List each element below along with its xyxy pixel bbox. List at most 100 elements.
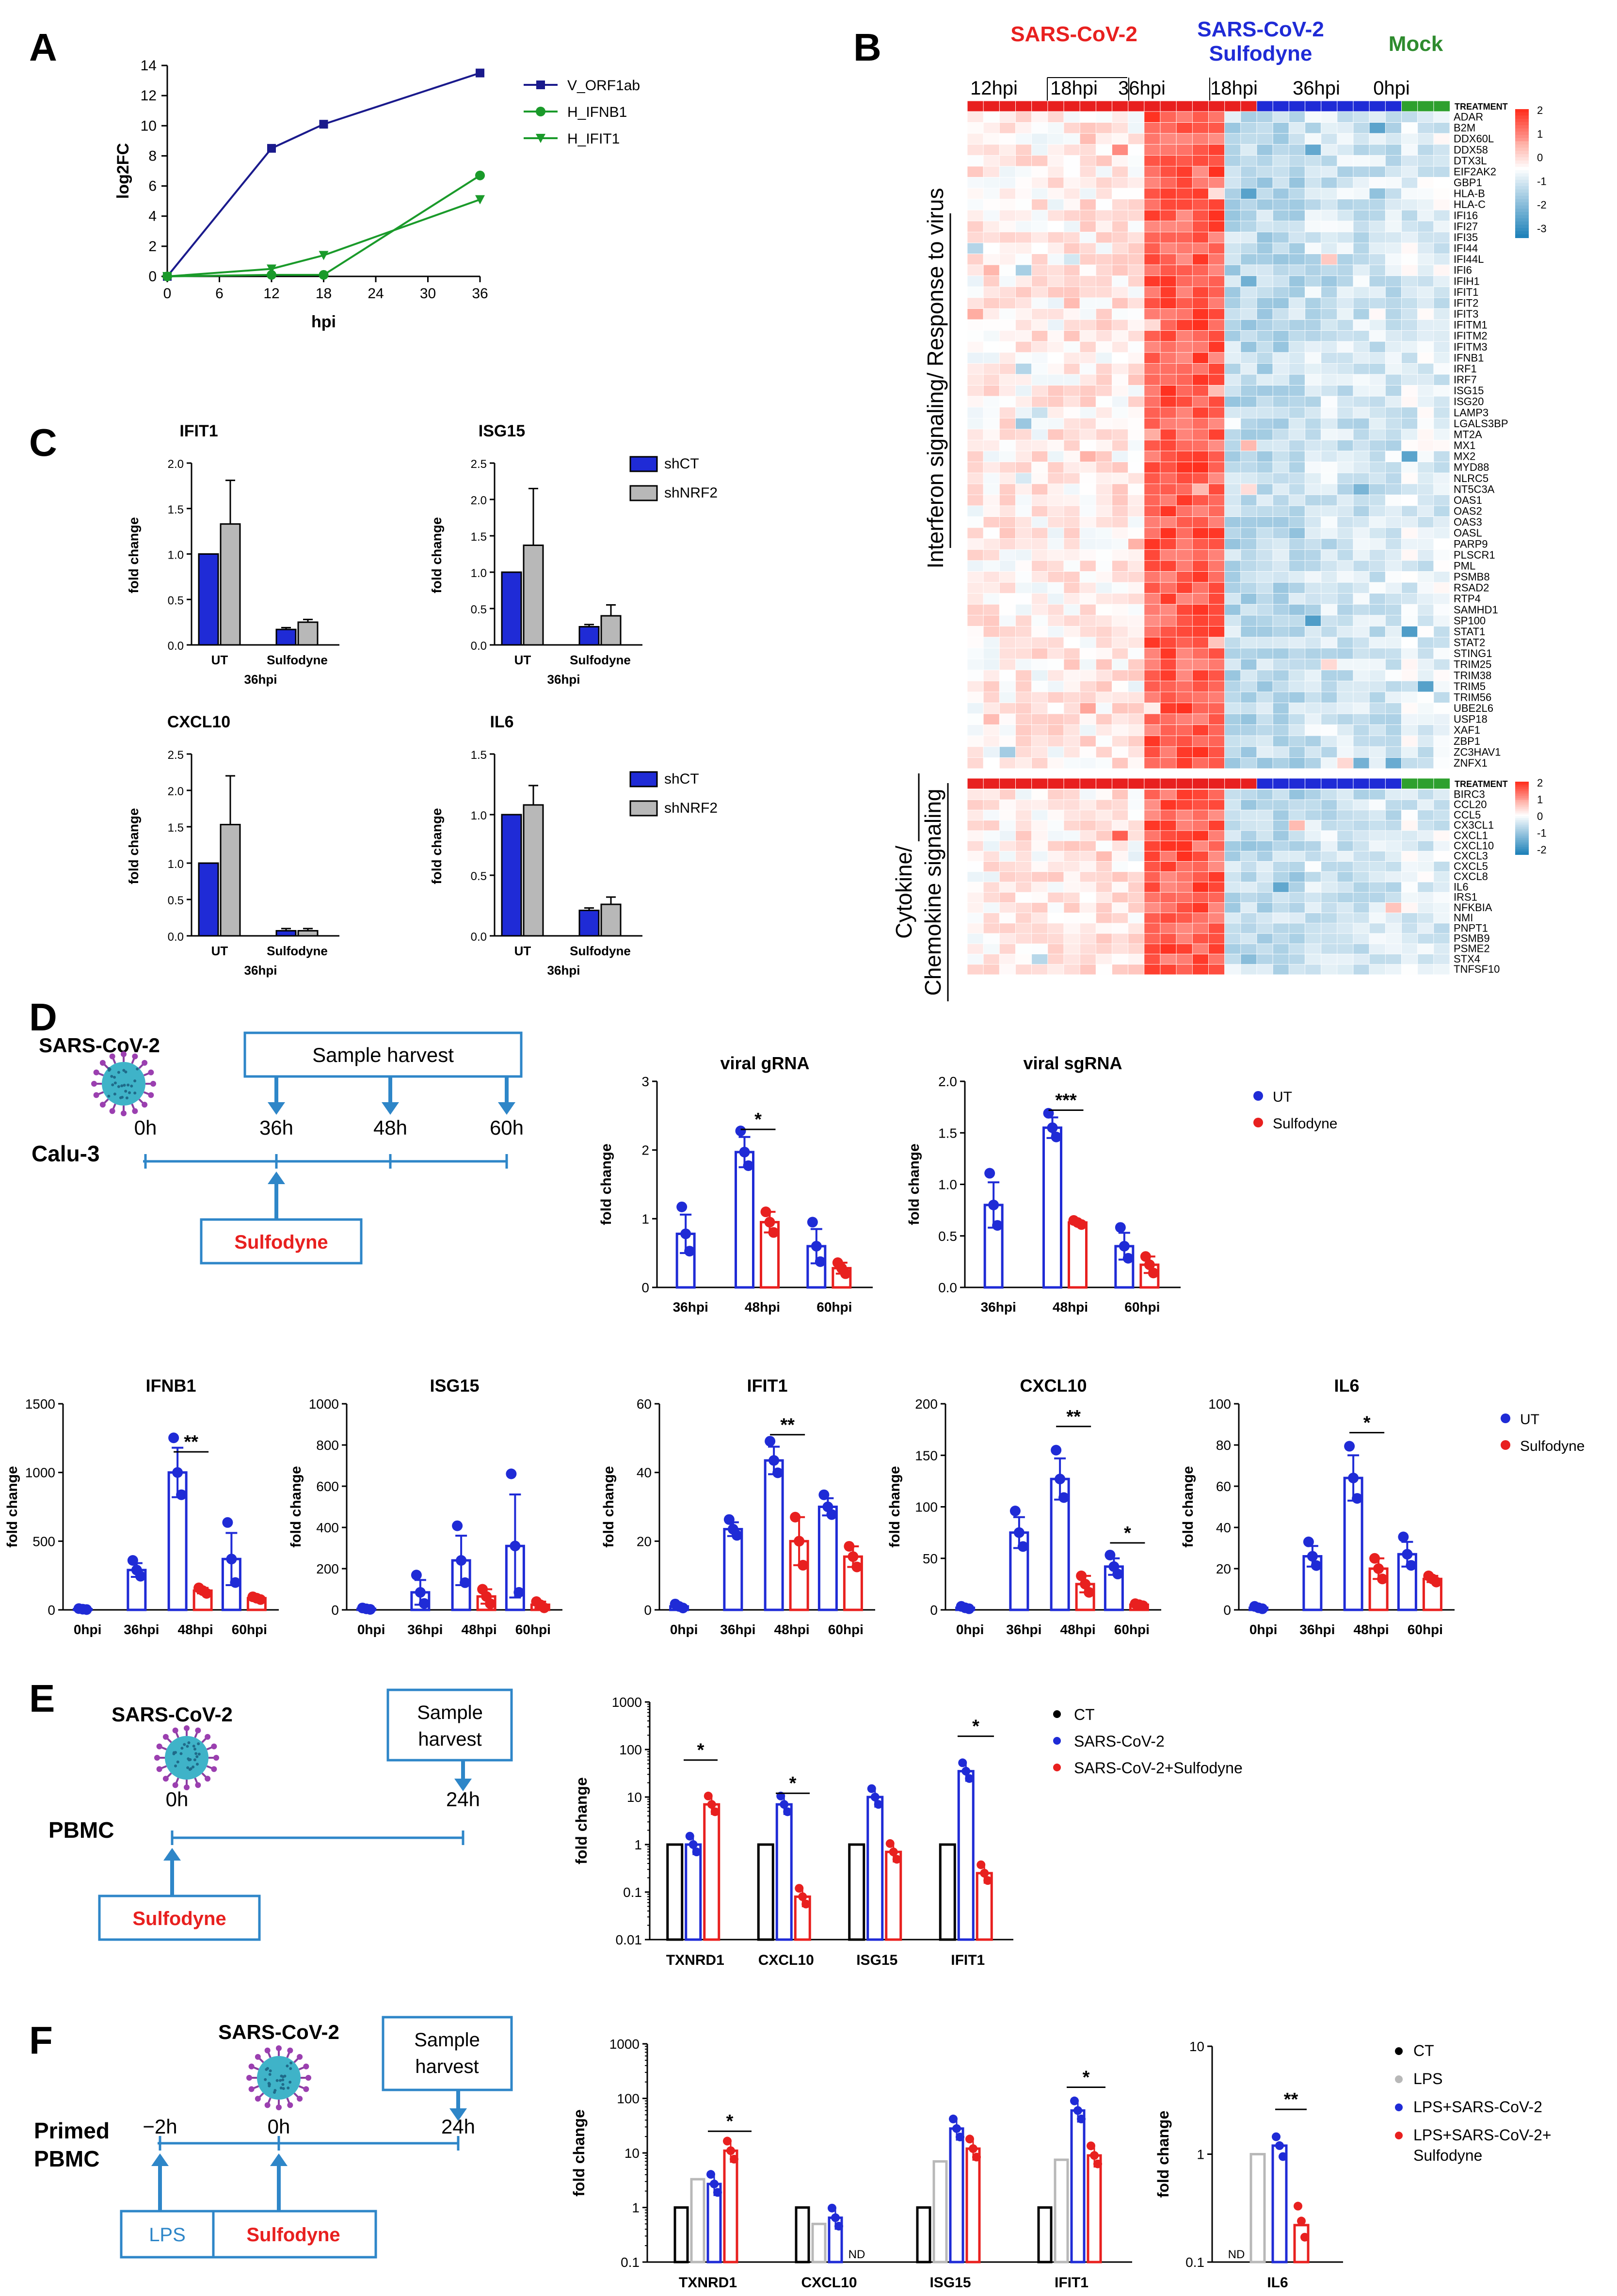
heatmap-cell bbox=[1176, 538, 1193, 550]
heatmap-cell bbox=[1288, 209, 1305, 222]
heatmap-cell bbox=[1417, 840, 1434, 851]
heatmap-cell bbox=[1369, 275, 1386, 287]
heatmap-cell bbox=[1369, 363, 1386, 375]
heatmap-cell bbox=[1208, 155, 1225, 167]
heatmap-cell bbox=[1176, 851, 1193, 862]
heatmap-cell bbox=[1401, 560, 1418, 572]
heatmap-cell bbox=[1176, 735, 1193, 747]
x-tick-label: 30 bbox=[420, 286, 436, 302]
heatmap-cell bbox=[1321, 757, 1338, 769]
heatmap-cell bbox=[1015, 209, 1032, 222]
harvest-arrow-head bbox=[498, 1102, 515, 1115]
treatment-cell bbox=[967, 100, 984, 112]
significance-star: * bbox=[1363, 1413, 1371, 1433]
color-scale-band bbox=[1515, 112, 1529, 116]
treatment-cell bbox=[1433, 778, 1450, 789]
heatmap-cell bbox=[999, 882, 1016, 893]
heatmap-cell bbox=[1112, 964, 1129, 975]
gene-label-HLA-C: HLA-C bbox=[1454, 198, 1486, 210]
color-scale-band bbox=[1515, 193, 1529, 196]
group-label-2: Mock bbox=[1389, 32, 1443, 56]
heatmap-cell bbox=[1353, 799, 1370, 810]
heatmap-cell bbox=[983, 799, 1000, 810]
data-point-UT bbox=[1303, 1536, 1314, 1547]
heatmap-cell bbox=[1112, 111, 1129, 123]
cell-label: PBMC bbox=[48, 1817, 114, 1843]
data-point-LV bbox=[713, 2188, 722, 2197]
heatmap-cell bbox=[1192, 820, 1209, 831]
heatmap-cell bbox=[1240, 133, 1257, 145]
heatmap-cell bbox=[1031, 133, 1048, 145]
heatmap-cell bbox=[1063, 902, 1080, 914]
data-point-VS bbox=[710, 1807, 720, 1816]
heatmap-cell bbox=[1128, 122, 1145, 134]
heatmap-cell bbox=[1224, 297, 1241, 309]
bar-VS-TXNRD1 bbox=[703, 1803, 720, 1941]
heatmap-cell bbox=[1128, 516, 1145, 528]
heatmap-cell bbox=[1305, 964, 1322, 975]
heatmap-cell bbox=[1031, 615, 1048, 626]
heatmap-cell bbox=[1288, 933, 1305, 944]
virus-spike-tip bbox=[287, 2102, 293, 2108]
bar-LPS-ISG15 bbox=[932, 2160, 948, 2264]
heatmap-cell bbox=[1272, 615, 1289, 626]
color-scale-band bbox=[1515, 199, 1529, 203]
heatmap-cell bbox=[999, 341, 1016, 353]
heatmap-cell bbox=[1176, 122, 1193, 134]
heatmap-cell bbox=[999, 111, 1016, 123]
legend-label: H_IFIT1 bbox=[567, 131, 620, 147]
gene-label-IFI27: IFI27 bbox=[1454, 220, 1478, 232]
heatmap-cell bbox=[1144, 319, 1161, 331]
timepoint-label: 36hpi bbox=[1118, 78, 1166, 99]
heatmap-cell bbox=[1417, 319, 1434, 331]
treatment-cell bbox=[1079, 778, 1097, 789]
heatmap-cell bbox=[1063, 133, 1080, 145]
heatmap-cell bbox=[1192, 264, 1209, 276]
heatmap-cell bbox=[1240, 177, 1257, 189]
bar-LV-IL6 bbox=[1271, 2144, 1288, 2264]
heatmap-cell bbox=[1240, 810, 1257, 821]
heatmap-cell bbox=[983, 144, 1000, 156]
heatmap-cell bbox=[1160, 462, 1177, 473]
heatmap-cell bbox=[1095, 254, 1112, 265]
heatmap-cell bbox=[1369, 254, 1386, 265]
heatmap-cell bbox=[1433, 505, 1450, 517]
heatmap-cell bbox=[1337, 209, 1354, 222]
data-point-UT bbox=[1047, 1122, 1058, 1133]
heatmap-cell bbox=[1240, 851, 1257, 862]
heatmap-cell bbox=[1095, 319, 1112, 331]
heatmap-cell bbox=[1385, 472, 1402, 484]
heatmap-cell bbox=[1160, 840, 1177, 851]
y-tick-label: 80 bbox=[1216, 1438, 1231, 1453]
heatmap-cell bbox=[1369, 133, 1386, 145]
heatmap-cell bbox=[1433, 820, 1450, 831]
legend-label: H_IFNB1 bbox=[567, 104, 627, 120]
heatmap-cell bbox=[1337, 799, 1354, 810]
heatmap-cell bbox=[1031, 111, 1048, 123]
data-point-SF bbox=[1373, 1563, 1384, 1574]
heatmap-cell bbox=[1079, 111, 1096, 123]
gene-label-STAT1: STAT1 bbox=[1454, 626, 1485, 638]
heatmap-cell bbox=[1369, 516, 1386, 528]
heatmap-cell bbox=[1047, 637, 1064, 648]
treatment-cell bbox=[1063, 100, 1081, 112]
harvest-arrow-head bbox=[382, 1102, 399, 1115]
heatmap-cell bbox=[1272, 560, 1289, 572]
heatmap-cell bbox=[1095, 177, 1112, 189]
heatmap-cell bbox=[1417, 417, 1434, 430]
y-axis-label: fold change bbox=[906, 1143, 922, 1225]
virus-spike-tip bbox=[121, 1051, 127, 1057]
heatmap-cell bbox=[1112, 713, 1129, 725]
heatmap-cell bbox=[1160, 680, 1177, 692]
heatmap-cell bbox=[1095, 560, 1112, 572]
data-point-SF bbox=[848, 1551, 859, 1562]
heatmap-cell bbox=[1417, 133, 1434, 145]
heatmap-cell bbox=[1063, 297, 1080, 309]
heatmap-cell bbox=[999, 462, 1016, 473]
heatmap-cell bbox=[1321, 691, 1338, 703]
heatmap-cell bbox=[1337, 483, 1354, 495]
gene-label-CXCL3: CXCL3 bbox=[1454, 850, 1488, 862]
data-point-UT bbox=[172, 1467, 183, 1478]
heatmap-cell bbox=[1095, 549, 1112, 561]
heatmap-cell bbox=[1224, 275, 1241, 287]
